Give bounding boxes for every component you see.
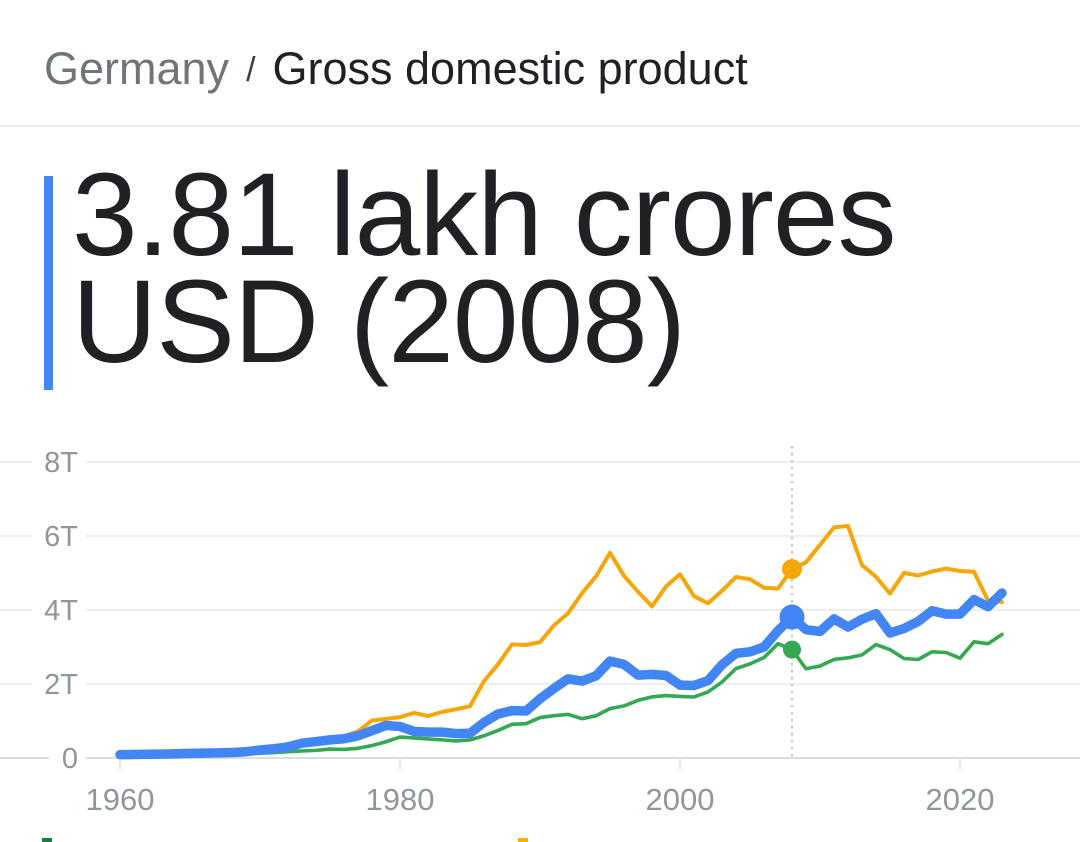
y-label-backdrop	[32, 665, 86, 703]
y-label-backdrop	[49, 739, 86, 777]
breadcrumb-header: Germany / Gross domestic product	[0, 0, 1080, 127]
breadcrumb-country-link[interactable]: Germany	[44, 43, 230, 94]
x-tick-label: 1980	[366, 782, 435, 817]
highlight-dot-green	[783, 640, 801, 659]
y-tick-label: 4T	[44, 595, 78, 627]
legend-swatch-orange	[518, 838, 528, 842]
highlight-dot-germany	[779, 604, 805, 630]
highlight-dot-orange	[782, 559, 802, 580]
y-label-backdrop	[32, 443, 86, 481]
series-line-orange[interactable]	[118, 523, 1004, 759]
series-line-germany[interactable]	[115, 588, 1007, 760]
gdp-chart-area: 0 2T 4T 6T 8T 1960 1980 2000 2020	[0, 430, 1080, 842]
y-tick-label: 0	[62, 743, 78, 775]
breadcrumb: Germany / Gross domestic product	[44, 44, 748, 98]
y-tick-label: 2T	[44, 669, 78, 701]
y-tick-label: 8T	[44, 447, 78, 479]
headline-accent-bar	[44, 176, 53, 390]
gdp-chart[interactable]: 0 2T 4T 6T 8T 1960 1980 2000 2020	[0, 430, 1080, 842]
x-tick-label: 2020	[926, 782, 995, 817]
x-tick-label: 1960	[86, 782, 155, 817]
headline-value: 3.81 lakh crores USD (2008)	[72, 149, 897, 388]
series-line-green[interactable]	[118, 632, 1004, 758]
y-label-backdrop	[32, 517, 86, 555]
legend-swatch-green	[42, 838, 52, 842]
y-tick-label: 6T	[44, 521, 78, 553]
y-label-backdrop	[32, 591, 86, 629]
x-tick-label: 2000	[646, 782, 715, 817]
breadcrumb-separator: /	[246, 51, 256, 89]
breadcrumb-metric: Gross domestic product	[272, 43, 748, 94]
